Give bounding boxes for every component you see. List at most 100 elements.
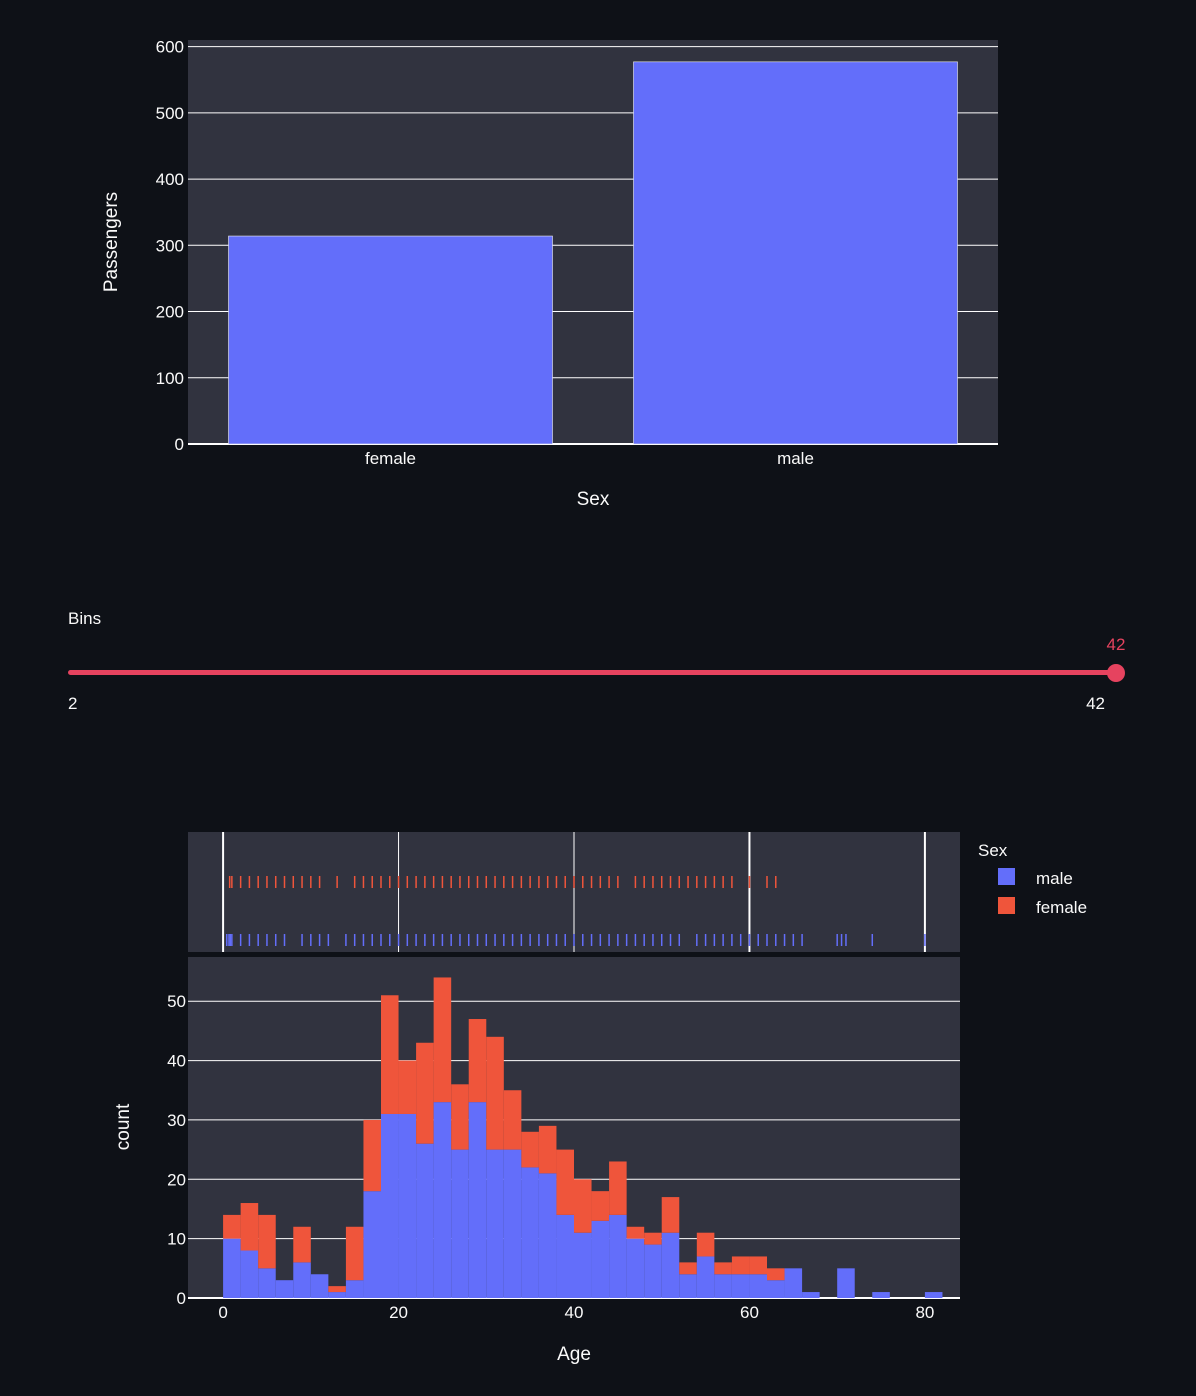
hist-bar-female[interactable] <box>538 1125 557 1174</box>
hist-bar-male[interactable] <box>661 1232 680 1298</box>
hist-bar-female[interactable] <box>679 1262 697 1275</box>
hist-bar-male[interactable] <box>767 1280 785 1298</box>
hist-bar-male[interactable] <box>538 1173 557 1298</box>
hist-bar-male[interactable] <box>609 1214 627 1298</box>
x-tick-labels: female male <box>365 449 814 468</box>
x-tick-label: 60 <box>740 1303 759 1322</box>
hist-bar-male[interactable] <box>574 1232 592 1298</box>
hist-bar-male[interactable] <box>258 1268 276 1298</box>
hist-bar-female[interactable] <box>609 1161 627 1215</box>
legend-item-female[interactable]: female <box>998 897 1087 917</box>
hist-bar-female[interactable] <box>767 1268 785 1281</box>
histogram-bars <box>223 977 943 1298</box>
y-tick-label: 20 <box>167 1170 186 1189</box>
hist-bar-male[interactable] <box>872 1292 890 1298</box>
legend-item-male[interactable]: male <box>998 868 1073 888</box>
hist-bar-male[interactable] <box>749 1274 767 1298</box>
passengers-by-sex-chart: 0 100 200 300 400 500 600 female male Sex Passe… <box>101 38 998 510</box>
slider-track[interactable] <box>68 670 1116 675</box>
hist-bar-female[interactable] <box>731 1256 750 1275</box>
legend: Sex male female <box>978 841 1087 917</box>
slider-min-label: 2 <box>68 694 78 713</box>
hist-bar-female[interactable] <box>345 1226 364 1281</box>
hist-bar-female[interactable] <box>714 1262 732 1275</box>
hist-bar-female[interactable] <box>696 1232 715 1257</box>
hist-bar-female[interactable] <box>626 1226 645 1239</box>
hist-bar-male[interactable] <box>731 1274 750 1298</box>
hist-bar-female[interactable] <box>381 995 399 1114</box>
bar-male[interactable] <box>633 61 958 445</box>
hist-bar-male[interactable] <box>837 1268 855 1298</box>
hist-bar-female[interactable] <box>416 1042 434 1144</box>
hist-bar-male[interactable] <box>556 1214 574 1298</box>
hist-bar-male[interactable] <box>310 1274 329 1298</box>
hist-bar-male[interactable] <box>345 1280 364 1298</box>
hist-bar-female[interactable] <box>451 1084 469 1150</box>
slider-max-label: 42 <box>1086 694 1105 713</box>
x-tick-label: 0 <box>218 1303 227 1322</box>
bins-slider[interactable]: Bins 42 2 42 <box>68 600 1128 730</box>
hist-bar-female[interactable] <box>749 1256 767 1275</box>
rug-marks <box>226 876 926 946</box>
hist-bar-male[interactable] <box>696 1256 715 1298</box>
hist-bar-male[interactable] <box>486 1149 504 1298</box>
hist-bar-male[interactable] <box>275 1280 294 1298</box>
hist-bar-female[interactable] <box>574 1179 592 1233</box>
hist-bar-male[interactable] <box>924 1292 943 1298</box>
hist-bar-female[interactable] <box>521 1131 539 1168</box>
hist-bar-male[interactable] <box>644 1244 662 1298</box>
hist-bar-female[interactable] <box>468 1019 487 1103</box>
x-axis-title: Sex <box>577 489 610 510</box>
hist-bar-female[interactable] <box>240 1203 259 1251</box>
legend-swatch-female <box>998 897 1015 914</box>
hist-bar-male[interactable] <box>416 1143 434 1298</box>
hist-bar-female[interactable] <box>258 1214 276 1269</box>
hist-bar-male[interactable] <box>433 1102 452 1298</box>
hist-bar-male[interactable] <box>626 1238 645 1298</box>
hist-bar-female[interactable] <box>433 977 452 1103</box>
hist-bar-male[interactable] <box>240 1250 259 1298</box>
hist-bar-male[interactable] <box>503 1149 522 1298</box>
hist-bar-female[interactable] <box>328 1286 346 1293</box>
rug-gridlines <box>222 832 926 952</box>
bar-female[interactable] <box>228 235 553 445</box>
y-tick-label: 100 <box>156 369 184 388</box>
y-tick-label: 500 <box>156 104 184 123</box>
x-tick-label: female <box>365 449 416 468</box>
hist-bar-female[interactable] <box>398 1060 417 1114</box>
hist-bar-male[interactable] <box>398 1113 417 1298</box>
hist-bar-male[interactable] <box>679 1274 697 1298</box>
hist-bar-female[interactable] <box>223 1214 241 1239</box>
x-tick-label: 80 <box>915 1303 934 1322</box>
y-tick-label: 10 <box>167 1230 186 1249</box>
bars <box>228 61 958 445</box>
y-axis-title: Passengers <box>101 192 122 292</box>
hist-bar-female[interactable] <box>556 1149 574 1215</box>
hist-bar-male[interactable] <box>802 1292 820 1298</box>
y-tick-label: 400 <box>156 170 184 189</box>
hist-bar-male[interactable] <box>223 1238 241 1298</box>
hist-bar-male[interactable] <box>521 1167 539 1298</box>
hist-bar-male[interactable] <box>328 1292 346 1298</box>
hist-bar-male[interactable] <box>363 1191 381 1298</box>
x-tick-labels: 0 20 40 60 80 <box>218 1303 934 1322</box>
hist-bar-male[interactable] <box>451 1149 469 1298</box>
slider-thumb[interactable] <box>1107 664 1125 682</box>
hist-bar-female[interactable] <box>293 1226 311 1263</box>
legend-title: Sex <box>978 841 1008 860</box>
hist-bar-male[interactable] <box>468 1102 487 1298</box>
hist-bar-female[interactable] <box>591 1191 610 1221</box>
hist-bar-male[interactable] <box>591 1220 610 1298</box>
hist-bar-male[interactable] <box>714 1274 732 1298</box>
hist-bar-male[interactable] <box>784 1268 803 1298</box>
hist-bar-female[interactable] <box>644 1232 662 1245</box>
y-tick-label: 40 <box>167 1052 186 1071</box>
hist-bar-male[interactable] <box>293 1262 311 1298</box>
hist-bar-female[interactable] <box>661 1197 680 1233</box>
hist-bar-female[interactable] <box>486 1036 504 1150</box>
y-tick-label: 200 <box>156 303 184 322</box>
hist-bar-female[interactable] <box>503 1090 522 1150</box>
hist-bar-female[interactable] <box>363 1119 381 1192</box>
slider-label: Bins <box>68 609 102 628</box>
hist-bar-male[interactable] <box>381 1113 399 1298</box>
